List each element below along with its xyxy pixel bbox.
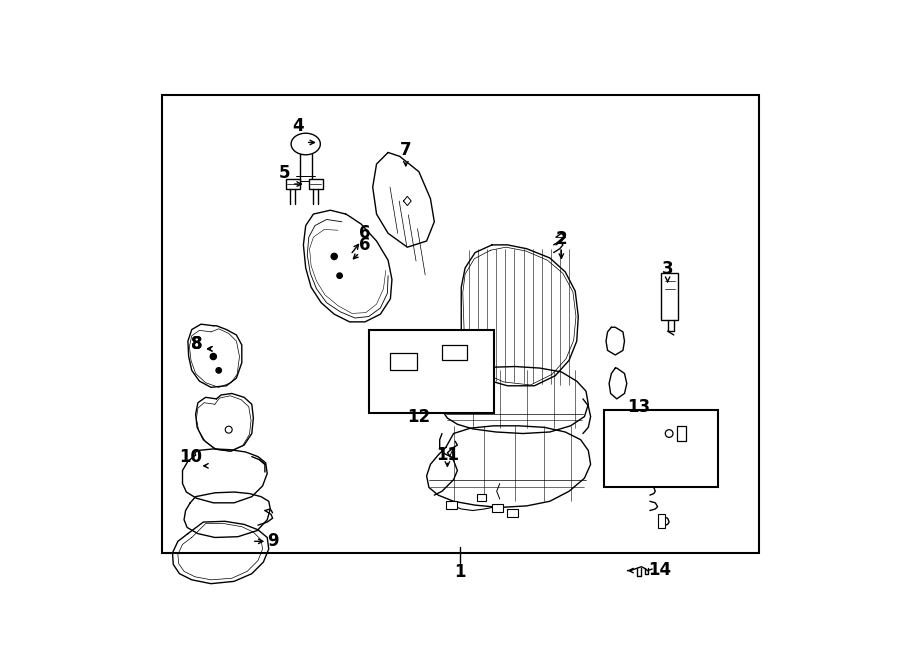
- Bar: [391, 353, 418, 369]
- Bar: [446, 501, 456, 509]
- Bar: [442, 345, 466, 360]
- Text: 6: 6: [359, 236, 371, 254]
- Circle shape: [337, 273, 342, 278]
- Circle shape: [216, 368, 221, 373]
- Bar: [285, 179, 300, 188]
- Text: 4: 4: [292, 116, 304, 135]
- Text: 5: 5: [278, 165, 290, 182]
- Text: 7: 7: [400, 141, 411, 159]
- Bar: [604, 410, 717, 487]
- Bar: [658, 514, 665, 528]
- Bar: [309, 179, 322, 188]
- Bar: [492, 504, 503, 512]
- Text: 12: 12: [408, 408, 430, 426]
- Text: 8: 8: [192, 335, 202, 353]
- Bar: [662, 274, 679, 319]
- Text: 1: 1: [454, 563, 465, 581]
- Circle shape: [211, 354, 216, 360]
- Text: 2: 2: [555, 231, 567, 249]
- Circle shape: [331, 253, 338, 260]
- Ellipse shape: [291, 134, 320, 155]
- Text: 8: 8: [191, 335, 202, 353]
- Text: 10: 10: [179, 447, 202, 465]
- Bar: [477, 494, 486, 500]
- Text: 13: 13: [626, 397, 650, 416]
- Text: 3: 3: [662, 260, 673, 278]
- Text: 11: 11: [436, 446, 459, 464]
- Bar: [369, 330, 493, 412]
- Bar: [677, 426, 686, 442]
- Text: 9: 9: [267, 532, 279, 551]
- Bar: [163, 95, 760, 553]
- Text: 6: 6: [359, 224, 371, 243]
- Text: 14: 14: [648, 561, 671, 579]
- Bar: [508, 509, 518, 517]
- Circle shape: [665, 430, 673, 438]
